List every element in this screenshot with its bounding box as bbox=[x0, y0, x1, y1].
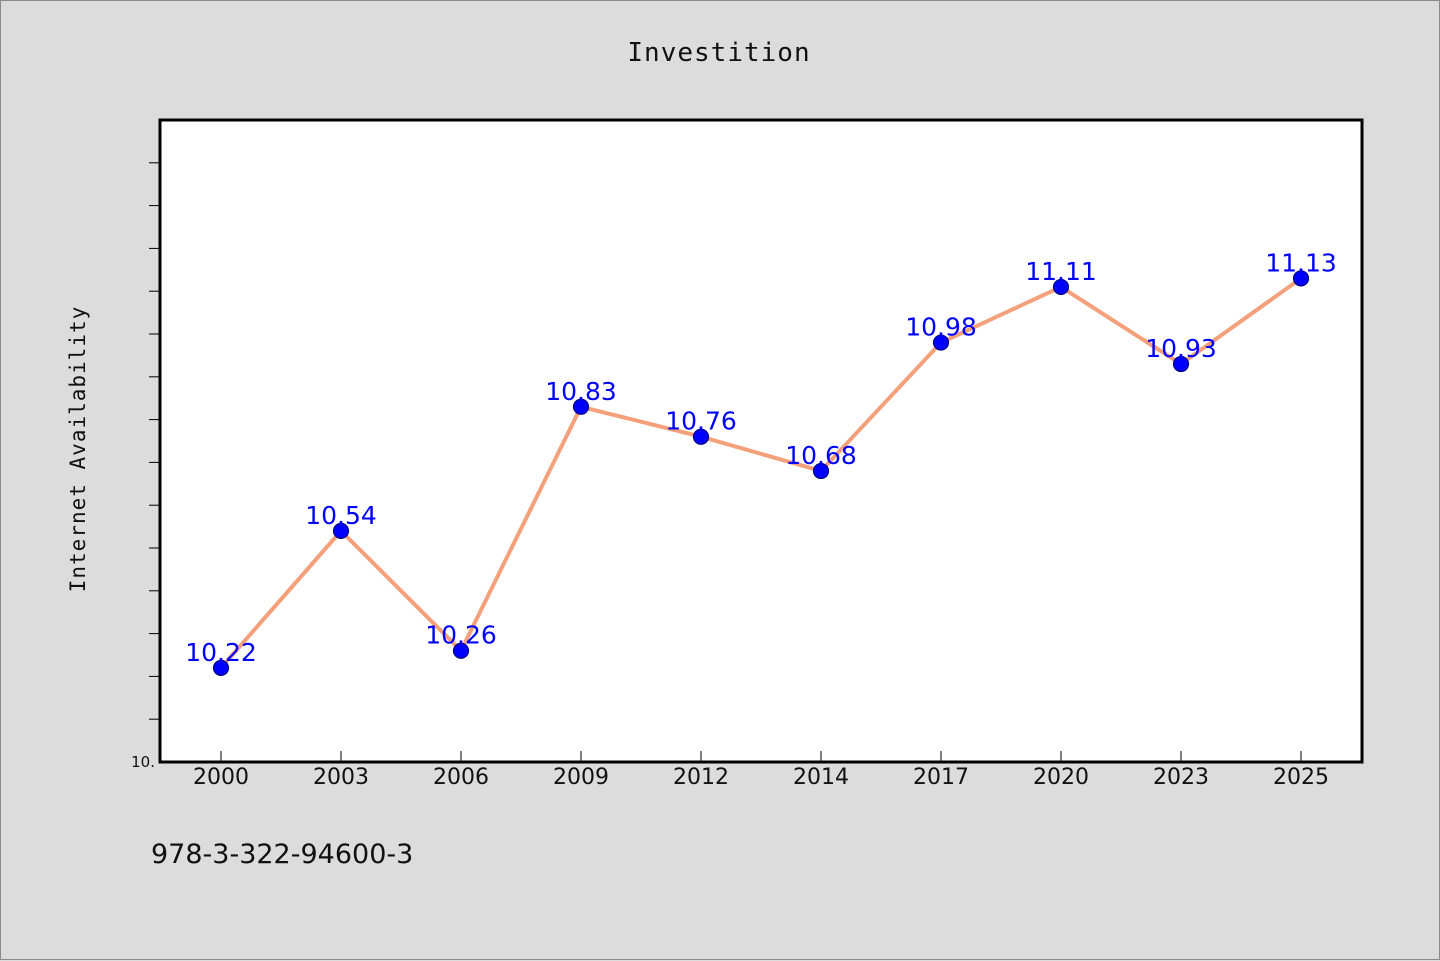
data-point bbox=[572, 398, 590, 415]
data-labels: 10.22 10.54 10.26 10.83 10.76 10.68 10.98 11.11… bbox=[185, 248, 1337, 666]
chart-title: Investition bbox=[627, 38, 810, 68]
x-tick-label: 2020 bbox=[1033, 765, 1089, 790]
x-tick-label: 2006 bbox=[433, 765, 489, 790]
x-tick-label: 2003 bbox=[313, 765, 369, 790]
x-tick-label: 2012 bbox=[673, 765, 729, 790]
data-label: 11.11 bbox=[1025, 257, 1097, 286]
x-tick-label: 2000 bbox=[193, 765, 249, 790]
x-tick-label: 2009 bbox=[553, 765, 609, 790]
data-label: 10.98 bbox=[905, 313, 977, 342]
y-axis-ticks bbox=[149, 162, 160, 720]
data-label: 10.54 bbox=[305, 501, 377, 530]
data-point bbox=[1292, 270, 1310, 287]
data-point bbox=[812, 462, 830, 480]
data-label: 10.76 bbox=[665, 407, 737, 436]
x-tick-label: 2025 bbox=[1273, 765, 1329, 790]
x-axis-ticks: 2000 2003 2006 2009 2012 2014 2017 2020 2023 2025 bbox=[193, 751, 1329, 790]
data-point bbox=[1172, 355, 1190, 373]
y-axis-label: Internet Availability bbox=[66, 306, 90, 593]
data-point bbox=[452, 642, 470, 659]
x-tick-label: 2014 bbox=[793, 765, 849, 790]
data-point bbox=[332, 522, 350, 539]
data-label: 10.26 bbox=[425, 621, 497, 650]
y-tick-label: 10. bbox=[131, 753, 155, 771]
data-label: 10.68 bbox=[785, 441, 857, 470]
plot-area bbox=[158, 118, 1364, 764]
footer-isbn: 978-3-322-94600-3 bbox=[151, 839, 413, 870]
x-tick-label: 2023 bbox=[1153, 765, 1209, 790]
data-point bbox=[932, 334, 950, 351]
data-markers bbox=[212, 270, 1310, 676]
data-point bbox=[212, 659, 230, 676]
data-label: 11.13 bbox=[1265, 248, 1337, 277]
series-line bbox=[219, 276, 1303, 670]
data-point bbox=[1052, 278, 1070, 296]
data-label: 10.93 bbox=[1145, 334, 1217, 363]
data-label: 10.83 bbox=[545, 377, 617, 406]
data-point bbox=[692, 428, 710, 445]
data-label: 10.22 bbox=[185, 638, 257, 667]
x-tick-label: 2017 bbox=[913, 765, 969, 790]
